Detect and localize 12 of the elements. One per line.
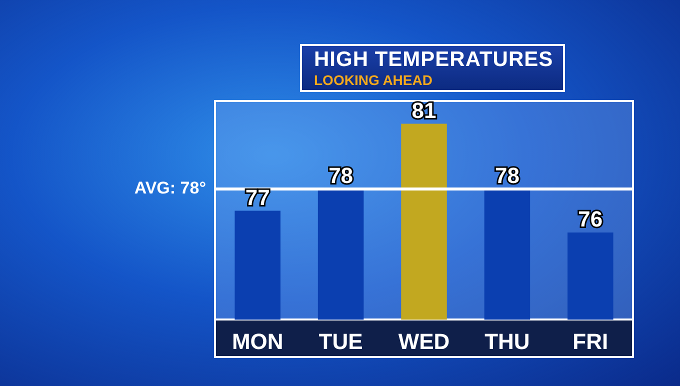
x-tick-label: FRI — [572, 328, 608, 354]
data-label: 78 — [328, 163, 354, 188]
chart-title: HIGH TEMPERATURES — [314, 48, 554, 72]
x-tick-label: THU — [484, 328, 530, 354]
data-label: 76 — [578, 206, 603, 232]
ref-line-label: AVG: 78° — [134, 178, 206, 198]
x-tick-label: WED — [398, 328, 450, 354]
x-tick-label: MON — [232, 328, 284, 354]
data-label: 81 — [412, 98, 436, 123]
chart-subtitle: LOOKING AHEAD — [314, 72, 434, 88]
x-tick-label: TUE — [318, 328, 363, 354]
data-label: 78 — [494, 163, 520, 188]
